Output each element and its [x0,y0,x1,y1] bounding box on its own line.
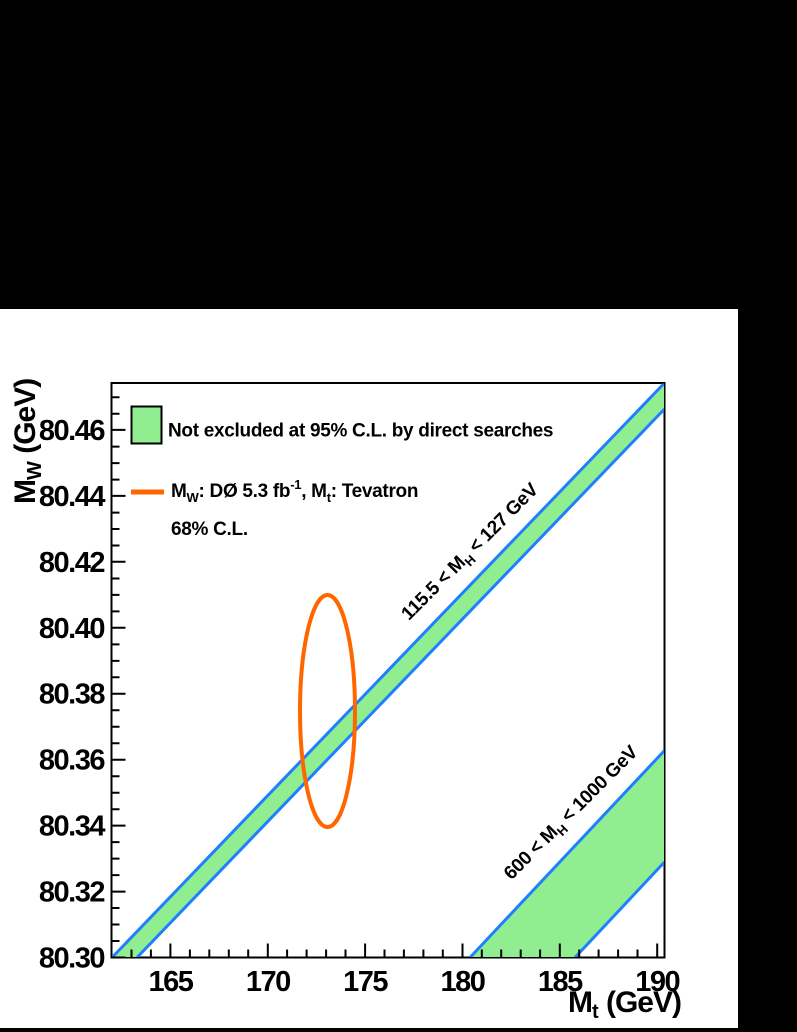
x-tick-label: 175 [343,966,388,998]
axis-ticks [111,396,659,959]
y-axis-title-m: M [9,480,42,504]
x-tick-label: 170 [246,966,290,998]
band-115-127-lower-edge [135,407,664,957]
legend-item2-label: MW: DØ 5.3 fb-1, Mt: Tevatron [171,477,418,505]
y-minor-ticks [111,396,120,942]
x-minor-ticks [130,949,639,958]
legend-item2-d0: : DØ 5.3 fb [199,481,291,502]
y-tick-label: 80.46 [39,415,105,447]
y-tick-label: 80.42 [39,547,104,579]
legend-item3-label: 68% C.L. [171,519,248,540]
y-tick-label: 80.38 [39,679,105,711]
y-major-ticks [111,428,126,959]
legend-item2-sub-t: t [327,490,332,505]
x-axis-title-rest: (GeV) [599,986,681,1019]
x-axis-title-m: M [568,986,592,1019]
legend-item2-sub-w: W [187,490,200,505]
y-tick-labels: 80.30 80.32 80.34 80.36 80.38 80.40 80.4… [39,415,107,975]
legend: Not excluded at 95% C.L. by direct searc… [130,405,554,540]
legend-item2-mt: , M [301,481,327,502]
band-600-1000-upper-edge [468,749,664,957]
band-600-1000-lower-edge [573,860,664,957]
higgs-bands-group [112,383,664,957]
x-tick-label: 165 [148,966,193,998]
x-axis-title: Mt (GeV) [568,986,681,1023]
x-tick-label: 190 [635,966,679,998]
y-tick-label: 80.36 [39,745,105,777]
x-major-ticks [169,943,659,958]
y-tick-label: 80.32 [39,877,104,909]
y-axis-title: MW (GeV) [9,379,46,504]
x-axis-title-sub: t [592,1001,599,1023]
legend-green-swatch [130,405,163,445]
legend-item2-m: M [171,481,187,502]
legend-item2-sup: -1 [290,477,301,492]
y-axis-title-rest: (GeV) [9,379,42,461]
band-115-127-upper-edge [112,383,664,957]
y-axis-title-sub: W [24,461,46,480]
x-tick-labels: 165 170 175 180 185 190 [148,966,681,998]
y-tick-label: 80.40 [39,613,104,645]
y-tick-label: 80.44 [39,481,105,513]
legend-item2-tevatron: : Tevatron [331,481,418,502]
y-tick-label: 80.30 [39,943,104,975]
x-tick-label: 185 [538,966,583,998]
y-tick-label: 80.34 [39,811,105,843]
x-tick-label: 180 [441,966,485,998]
legend-item1-label: Not excluded at 95% C.L. by direct searc… [168,421,553,442]
confidence-ellipse [298,593,357,829]
